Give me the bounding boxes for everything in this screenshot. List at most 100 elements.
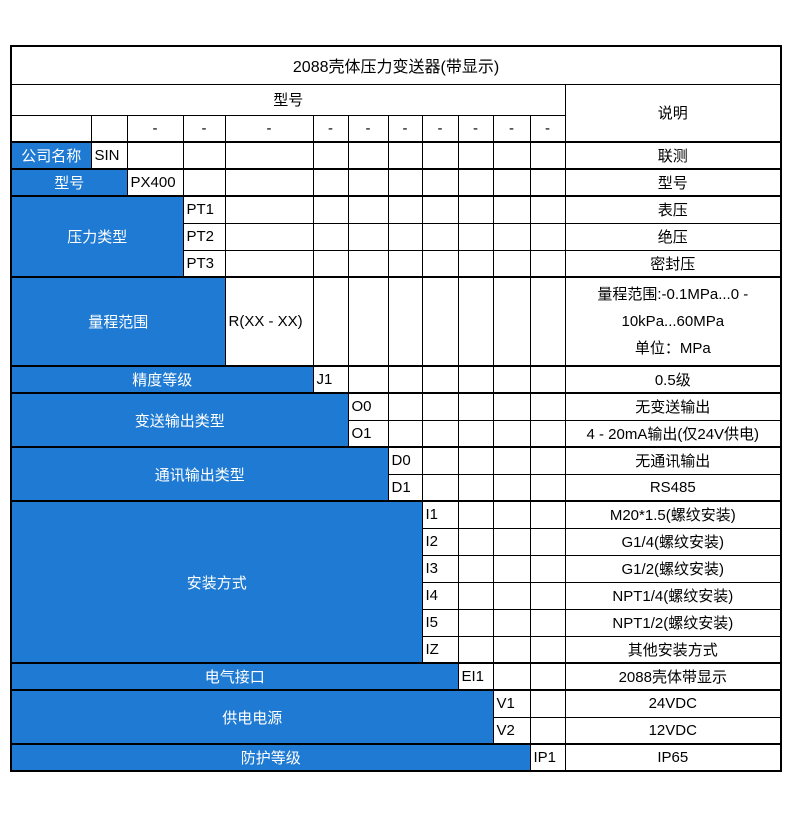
code-cell: I1 bbox=[421, 500, 459, 529]
dash-cell: - bbox=[529, 114, 566, 143]
empty-cell bbox=[387, 222, 423, 251]
dash-cell: - bbox=[421, 114, 459, 143]
model-header: 型号 bbox=[10, 83, 566, 116]
empty-cell bbox=[457, 195, 494, 224]
description-cell: RS485 bbox=[564, 473, 782, 502]
empty-cell bbox=[492, 554, 531, 583]
section-label-model: 型号 bbox=[10, 168, 128, 197]
empty-cell bbox=[457, 473, 494, 502]
code-cell: V1 bbox=[492, 689, 531, 718]
empty-cell bbox=[529, 473, 566, 502]
code-cell: V2 bbox=[492, 716, 531, 745]
empty-cell bbox=[421, 419, 459, 448]
model-selection-table: 2088壳体压力变送器(带显示) 型号 说明 - - - - - - - - -… bbox=[10, 45, 783, 772]
dash-cell: - bbox=[492, 114, 531, 143]
empty-cell bbox=[529, 446, 566, 475]
empty-cell bbox=[224, 249, 314, 278]
empty-cell bbox=[492, 392, 531, 421]
empty-cell bbox=[312, 195, 349, 224]
empty-cell bbox=[492, 365, 531, 394]
empty-cell bbox=[529, 581, 566, 610]
dash-cell: - bbox=[126, 114, 184, 143]
code-cell: I3 bbox=[421, 554, 459, 583]
empty-cell bbox=[347, 276, 389, 367]
empty-cell bbox=[529, 419, 566, 448]
description-cell: 24VDC bbox=[564, 689, 782, 718]
section-label-transmit-output-type: 变送输出类型 bbox=[10, 392, 349, 448]
description-cell: 量程范围:-0.1MPa...0 - 10kPa...60MPa 单位：MPa bbox=[564, 276, 782, 367]
code-cell: J1 bbox=[312, 365, 349, 394]
empty-cell bbox=[421, 195, 459, 224]
code-cell: IP1 bbox=[529, 743, 566, 772]
empty-cell bbox=[421, 249, 459, 278]
empty-cell bbox=[492, 446, 531, 475]
empty-cell bbox=[224, 222, 314, 251]
empty-cell bbox=[457, 419, 494, 448]
code-cell: PT1 bbox=[182, 195, 226, 224]
description-cell: 4 - 20mA输出(仅24V供电) bbox=[564, 419, 782, 448]
empty-cell bbox=[457, 554, 494, 583]
code-cell: D0 bbox=[387, 446, 423, 475]
empty-cell bbox=[492, 581, 531, 610]
description-cell: G1/4(螺纹安装) bbox=[564, 527, 782, 556]
description-cell: 绝压 bbox=[564, 222, 782, 251]
empty-cell bbox=[182, 168, 226, 197]
section-label-power-supply: 供电电源 bbox=[10, 689, 494, 745]
code-cell: O0 bbox=[347, 392, 389, 421]
section-label-mounting-type: 安装方式 bbox=[10, 500, 423, 664]
empty-cell bbox=[347, 249, 389, 278]
code-cell: PX400 bbox=[126, 168, 184, 197]
dash-cell: - bbox=[457, 114, 494, 143]
empty-cell bbox=[90, 114, 128, 143]
code-cell: SIN bbox=[90, 141, 128, 170]
empty-cell bbox=[312, 222, 349, 251]
empty-cell bbox=[457, 446, 494, 475]
empty-cell bbox=[529, 527, 566, 556]
section-label-comm-output-type: 通讯输出类型 bbox=[10, 446, 389, 502]
empty-cell bbox=[529, 716, 566, 745]
empty-cell bbox=[492, 500, 531, 529]
empty-cell bbox=[529, 276, 566, 367]
empty-cell bbox=[387, 249, 423, 278]
description-cell: NPT1/4(螺纹安装) bbox=[564, 581, 782, 610]
empty-cell bbox=[492, 195, 531, 224]
description-cell: 表压 bbox=[564, 195, 782, 224]
empty-cell bbox=[457, 168, 494, 197]
empty-cell bbox=[492, 222, 531, 251]
empty-cell bbox=[457, 365, 494, 394]
empty-cell bbox=[492, 635, 531, 664]
empty-cell bbox=[492, 608, 531, 637]
empty-cell bbox=[529, 392, 566, 421]
code-cell: IZ bbox=[421, 635, 459, 664]
dash-cell: - bbox=[224, 114, 314, 143]
empty-cell bbox=[457, 276, 494, 367]
empty-cell bbox=[421, 446, 459, 475]
empty-cell bbox=[387, 195, 423, 224]
code-cell: R(XX - XX) bbox=[224, 276, 314, 367]
empty-cell bbox=[492, 527, 531, 556]
description-cell: 无变送输出 bbox=[564, 392, 782, 421]
empty-cell bbox=[457, 500, 494, 529]
empty-cell bbox=[312, 168, 349, 197]
dash-cell: - bbox=[182, 114, 226, 143]
empty-cell bbox=[492, 141, 531, 170]
empty-cell bbox=[347, 168, 389, 197]
empty-cell bbox=[492, 473, 531, 502]
empty-cell bbox=[529, 635, 566, 664]
description-cell: 无通讯输出 bbox=[564, 446, 782, 475]
empty-cell bbox=[387, 276, 423, 367]
empty-cell bbox=[126, 141, 184, 170]
empty-cell bbox=[529, 608, 566, 637]
empty-cell bbox=[387, 365, 423, 394]
empty-cell bbox=[492, 276, 531, 367]
code-cell: PT3 bbox=[182, 249, 226, 278]
empty-cell bbox=[312, 249, 349, 278]
empty-cell bbox=[457, 581, 494, 610]
description-cell: 型号 bbox=[564, 168, 782, 197]
empty-cell bbox=[457, 141, 494, 170]
code-cell: EI1 bbox=[457, 662, 494, 691]
description-cell: 密封压 bbox=[564, 249, 782, 278]
empty-cell bbox=[529, 141, 566, 170]
empty-cell bbox=[457, 222, 494, 251]
empty-cell bbox=[529, 249, 566, 278]
